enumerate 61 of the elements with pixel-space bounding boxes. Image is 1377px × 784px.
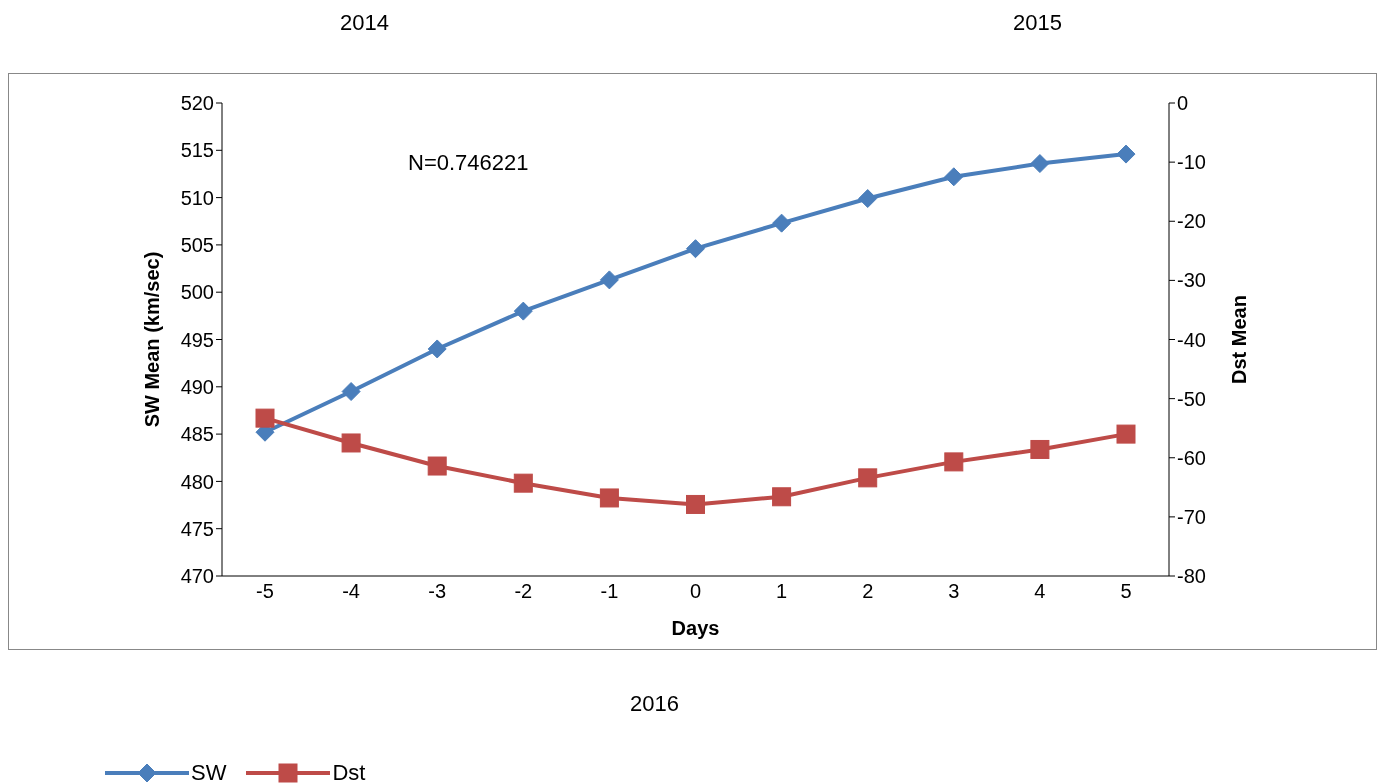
legend-label: Dst — [332, 760, 366, 784]
point — [513, 301, 533, 321]
text: 2015 — [1013, 10, 1062, 36]
x-tick-label: -4 — [342, 580, 360, 603]
y2-tick-label: -70 — [1177, 505, 1206, 528]
x-tick-label: -2 — [514, 580, 533, 603]
y2-tick-label: -30 — [1177, 269, 1206, 292]
annotation: N=0.746221 — [408, 150, 529, 176]
y-tick-label: 480 — [180, 470, 214, 493]
text: 2014 — [340, 10, 389, 36]
point — [772, 487, 792, 507]
text: 2016 — [630, 691, 679, 717]
y-axis-title: SW Mean (km/sec) — [141, 251, 164, 428]
point — [341, 382, 361, 402]
y-tick-label: 470 — [180, 565, 214, 588]
point — [686, 239, 705, 259]
y-tick-label: 510 — [180, 186, 214, 209]
point — [772, 213, 792, 233]
legend-label: SW — [191, 760, 227, 784]
y2-tick-label: -20 — [1177, 210, 1206, 233]
y-tick-label: 490 — [180, 375, 214, 398]
y2-axis-title: Dst Mean — [1228, 295, 1251, 384]
point — [1030, 154, 1050, 174]
point — [599, 488, 619, 508]
x-tick-label: -3 — [428, 580, 447, 603]
point — [1116, 144, 1136, 164]
point — [944, 167, 964, 187]
point — [1116, 424, 1136, 444]
point — [686, 494, 705, 514]
y-tick-label: 495 — [180, 328, 214, 351]
x-tick-label: 3 — [948, 580, 960, 603]
point — [513, 473, 533, 493]
y-tick-label: 475 — [180, 517, 214, 540]
y2-tick-label: -50 — [1177, 387, 1206, 410]
y2-tick-label: 0 — [1177, 92, 1189, 115]
point — [944, 452, 964, 472]
x-tick-label: -1 — [600, 580, 619, 603]
y-tick-label: 500 — [180, 281, 214, 304]
y2-tick-label: -40 — [1177, 328, 1206, 351]
point — [255, 408, 275, 428]
x-tick-label: 0 — [689, 580, 702, 603]
y2-tick-label: -60 — [1177, 446, 1206, 469]
x-tick-label: 1 — [776, 580, 788, 603]
point — [599, 270, 619, 290]
y-tick-label: 505 — [180, 234, 214, 256]
x-tick-label: 5 — [1120, 580, 1132, 603]
point — [858, 189, 878, 209]
point — [427, 339, 447, 359]
x-tick-label: -5 — [256, 580, 274, 603]
y-tick-label: 520 — [180, 92, 214, 115]
point — [427, 456, 447, 476]
y2-tick-label: -10 — [1177, 151, 1206, 174]
point — [858, 468, 878, 488]
y2-tick-label: -80 — [1177, 565, 1206, 588]
y-tick-label: 485 — [180, 423, 214, 446]
point — [341, 433, 361, 453]
x-tick-label: 2 — [862, 580, 874, 603]
x-axis-title: Days — [671, 617, 720, 639]
y-tick-label: 515 — [180, 139, 214, 162]
x-tick-label: 4 — [1034, 580, 1046, 603]
point — [1030, 439, 1050, 459]
